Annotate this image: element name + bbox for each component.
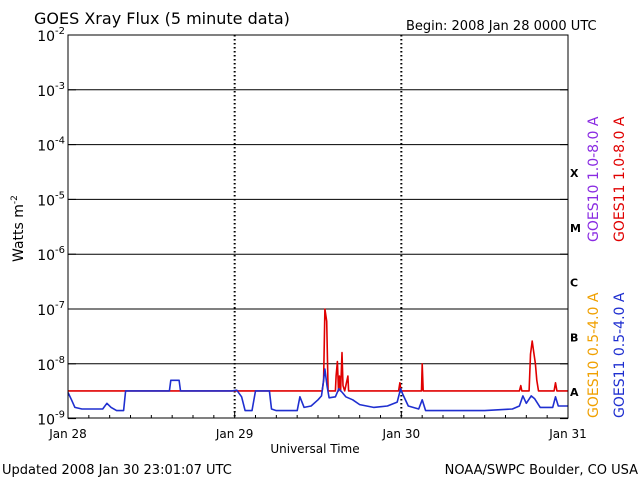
y-tick-exponent: -4 [55,136,65,147]
y-tick-label: 10-7 [37,300,65,319]
y-tick-exponent: -5 [55,190,65,201]
legend-entry: GOES11 1.0-8.0 A [612,116,628,242]
x-tick-label: Jan 29 [215,427,254,441]
legend-entry: GOES11 0.5-4.0 A [612,292,628,418]
x-tick-label: Jan 31 [548,427,587,441]
y-tick-base: 10 [37,303,55,319]
grid-lines [68,35,568,418]
y-tick-base: 10 [37,29,55,45]
y-tick-exponent: -6 [55,245,65,256]
y-tick-base: 10 [37,193,55,209]
series-line-goes11-long [68,308,568,392]
flare-class-label: A [570,386,579,399]
y-tick-base: 10 [37,413,55,429]
series-line-goes11-short [67,368,568,412]
credit-text: NOAA/SWPC Boulder, CO USA [445,463,638,478]
y-tick-exponent: -8 [55,355,65,366]
y-tick-exponent: -7 [55,300,65,311]
y-tick-base: 10 [37,139,55,155]
y-tick-label: 10-2 [37,26,65,45]
y-tick-label: 10-8 [37,355,65,374]
y-tick-base: 10 [37,248,55,264]
y-tick-base: 10 [37,358,55,374]
y-tick-label: 10-6 [37,245,65,264]
chart-title: GOES Xray Flux (5 minute data) [34,9,290,28]
y-tick-exponent: -3 [55,81,65,92]
x-axis-label: Universal Time [270,442,359,456]
flare-class-label: C [570,277,578,290]
y-tick-exponent: -9 [55,410,65,421]
begin-date: Begin: 2008 Jan 28 0000 UTC [406,19,597,34]
x-tick-label: Jan 30 [382,427,421,441]
x-tick-label: Jan 28 [48,427,87,441]
y-tick-label: 10-3 [37,81,65,100]
plot-frame [67,34,569,419]
flare-class-labels: X M C B A [570,167,581,399]
y-tick-label: 10-4 [37,136,65,155]
updated-timestamp: Updated 2008 Jan 30 23:01:07 UTC [2,463,232,478]
legend: GOES10 1.0-8.0 A GOES11 1.0-8.0 A GOES10 0… [586,116,628,418]
y-tick-exponent: -2 [55,26,65,37]
series-lines [67,308,568,412]
legend-entry: GOES10 1.0-8.0 A [586,116,602,242]
y-ticks: 10-210-310-410-510-610-710-810-9 [37,26,568,429]
y-tick-base: 10 [37,84,55,100]
flare-class-label: X [570,167,579,180]
flare-class-label: M [570,222,581,235]
legend-entry: GOES10 0.5-4.0 A [586,292,602,418]
y-tick-label: 10-9 [37,410,65,429]
y-tick-label: 10-5 [37,190,65,209]
flare-class-label: B [570,331,578,344]
y-axis-label: Watts m-2 [10,195,27,262]
